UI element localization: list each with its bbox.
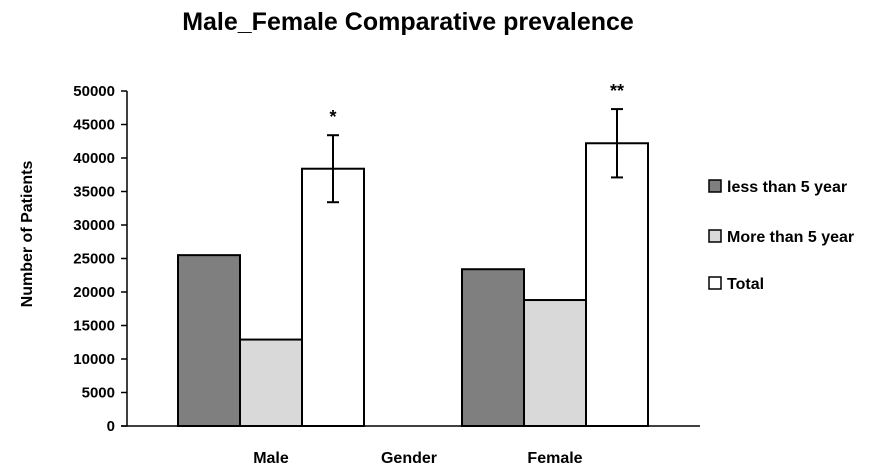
- y-tick-label: 15000: [73, 318, 115, 335]
- y-tick-label: 10000: [73, 351, 115, 368]
- y-tick-label: 20000: [73, 284, 115, 301]
- bar-female-1: [523, 299, 587, 428]
- chart-title: Male_Female Comparative prevalence: [182, 8, 634, 36]
- y-tick-label: 30000: [73, 217, 115, 234]
- legend-label: Total: [727, 276, 764, 293]
- y-axis-ticks: 0 5000 10000 15000 20000 25000 30000 35000 40000…: [73, 83, 127, 435]
- significance-marker: **: [610, 81, 624, 101]
- x-category-label: Female: [527, 450, 582, 467]
- bar-male-2: [301, 167, 365, 427]
- bar-female-0: [461, 268, 525, 427]
- error-bars: [327, 108, 623, 204]
- y-tick-label: 35000: [73, 184, 115, 201]
- bar-male-0: [177, 254, 241, 427]
- x-category-label: Male: [253, 450, 289, 467]
- y-tick-label: 5000: [82, 385, 115, 402]
- x-axis-label: Gender: [381, 450, 437, 467]
- y-tick-label: 45000: [73, 117, 115, 134]
- y-tick-label: 40000: [73, 150, 115, 167]
- y-tick-label: 25000: [73, 251, 115, 268]
- significance-annotations: ***: [329, 81, 624, 127]
- legend-swatch: [708, 179, 722, 193]
- bar-female-2: [585, 142, 649, 427]
- legend: less than 5 year More than 5 year Total: [708, 179, 854, 293]
- y-axis-label: Number of Patients: [19, 161, 36, 308]
- bar-male-1: [239, 338, 303, 428]
- y-tick-label: 50000: [73, 83, 115, 100]
- legend-swatch: [708, 229, 722, 243]
- bars: [177, 142, 649, 428]
- legend-swatch: [708, 276, 722, 290]
- legend-label: less than 5 year: [727, 179, 847, 196]
- legend-label: More than 5 year: [727, 229, 854, 246]
- y-tick-label: 0: [107, 418, 115, 435]
- significance-marker: *: [329, 107, 336, 127]
- x-axis-categories: Male Female: [253, 450, 582, 467]
